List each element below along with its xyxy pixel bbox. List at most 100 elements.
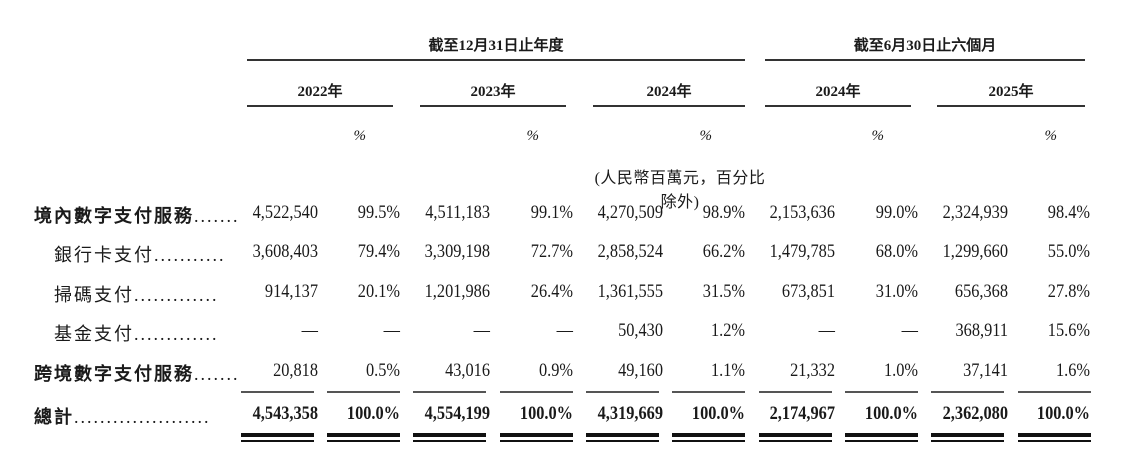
subtotal-rule xyxy=(327,391,400,393)
cell-h1-2025-pct: 98.4% xyxy=(1047,202,1090,223)
subtotal-rule xyxy=(1018,391,1091,393)
year-header-2022: 2022年 xyxy=(297,84,343,100)
cell-h1-2024-amount: 673,851 xyxy=(781,281,835,302)
row-label: 總計..................... xyxy=(34,407,211,427)
total-double-rule xyxy=(931,433,1004,437)
cell-2024-pct: 100.0% xyxy=(691,403,745,424)
total-double-rule xyxy=(413,440,486,442)
total-double-rule xyxy=(759,440,832,442)
cell-h1-2025-amount: 1,299,660 xyxy=(942,241,1008,262)
total-double-rule xyxy=(672,440,745,442)
cell-2024-amount: 4,270,509 xyxy=(597,202,663,223)
cell-h1-2025-amount: 37,141 xyxy=(963,360,1008,381)
table-row-fund-payment: 基金支付............. — — — — 50,430 1.2% — … xyxy=(0,320,1125,350)
cell-2022-amount: 20,818 xyxy=(273,360,318,381)
cell-h1-2025-pct: 100.0% xyxy=(1036,403,1090,424)
pct-header: % xyxy=(1044,128,1058,144)
cell-h1-2025-amount: 2,324,939 xyxy=(942,202,1008,223)
cell-2022-amount: — xyxy=(301,320,318,341)
total-double-rule xyxy=(500,433,573,437)
total-double-rule xyxy=(241,433,314,437)
year-header-2024: 2024年 xyxy=(646,84,692,100)
cell-2024-amount: 1,361,555 xyxy=(597,281,663,302)
cell-2022-pct: 0.5% xyxy=(365,360,400,381)
cell-2023-pct: 0.9% xyxy=(538,360,573,381)
row-label: 跨境數字支付服務....... xyxy=(34,364,240,384)
unit-note: (人民幣百萬元，百分比除外) xyxy=(594,170,766,211)
cell-2024-amount: 2,858,524 xyxy=(597,241,663,262)
cell-h1-2025-amount: 368,911 xyxy=(955,320,1008,341)
cell-2023-amount: 4,554,199 xyxy=(424,403,490,424)
cell-2024-amount: 49,160 xyxy=(618,360,663,381)
cell-2023-pct: 72.7% xyxy=(530,241,573,262)
cell-2024-pct: 98.9% xyxy=(702,202,745,223)
cell-2023-pct: — xyxy=(556,320,573,341)
total-double-rule xyxy=(586,433,659,437)
cell-2022-pct: — xyxy=(383,320,400,341)
cell-h1-2024-pct: 31.0% xyxy=(875,281,918,302)
total-double-rule xyxy=(1018,440,1091,442)
cell-2024-amount: 4,319,669 xyxy=(597,403,663,424)
total-double-rule xyxy=(1018,433,1091,437)
pct-header: % xyxy=(526,128,540,144)
total-double-rule xyxy=(931,440,1004,442)
cell-2022-pct: 20.1% xyxy=(357,281,400,302)
total-double-rule xyxy=(672,433,745,437)
cell-h1-2025-pct: 15.6% xyxy=(1047,320,1090,341)
cell-h1-2024-amount: — xyxy=(818,320,835,341)
cell-2022-pct: 79.4% xyxy=(357,241,400,262)
cell-2022-pct: 100.0% xyxy=(346,403,400,424)
total-double-rule xyxy=(500,440,573,442)
subtotal-rule xyxy=(586,391,659,393)
cell-2022-pct: 99.5% xyxy=(357,202,400,223)
subtotal-rule xyxy=(241,391,314,393)
cell-2023-amount: 1,201,986 xyxy=(424,281,490,302)
total-double-rule xyxy=(327,440,400,442)
cell-2023-amount: 4,511,183 xyxy=(425,202,490,223)
cell-h1-2024-amount: 2,153,636 xyxy=(769,202,835,223)
subtotal-rule xyxy=(500,391,573,393)
cell-2022-amount: 914,137 xyxy=(264,281,318,302)
group-header-rule xyxy=(247,59,745,61)
year-header-h1-2024: 2024年 xyxy=(815,84,861,100)
subtotal-rule xyxy=(931,391,1004,393)
cell-h1-2024-pct: — xyxy=(901,320,918,341)
row-label: 掃碼支付............. xyxy=(54,285,219,305)
total-double-rule xyxy=(327,433,400,437)
total-double-rule xyxy=(586,440,659,442)
group-header-six-months: 截至6月30日止六個月 xyxy=(853,38,997,54)
cell-2022-amount: 4,522,540 xyxy=(252,202,318,223)
total-double-rule xyxy=(241,440,314,442)
year-header-2023: 2023年 xyxy=(470,84,516,100)
cell-h1-2024-pct: 99.0% xyxy=(875,202,918,223)
total-double-rule xyxy=(845,433,918,437)
cell-2024-pct: 1.2% xyxy=(710,320,745,341)
year-header-rule xyxy=(247,105,393,107)
table-row-bank-card-payment: 銀行卡支付........... 3,608,403 79.4% 3,309,1… xyxy=(0,241,1125,271)
cell-2023-pct: 26.4% xyxy=(530,281,573,302)
group-header-fiscal-year: 截至12月31日止年度 xyxy=(428,38,564,54)
year-header-rule xyxy=(593,105,745,107)
cell-h1-2025-pct: 55.0% xyxy=(1047,241,1090,262)
year-header-rule xyxy=(937,105,1085,107)
pct-header: % xyxy=(699,128,713,144)
cell-h1-2024-pct: 1.0% xyxy=(883,360,918,381)
cell-h1-2024-amount: 21,332 xyxy=(790,360,835,381)
cell-h1-2024-amount: 1,479,785 xyxy=(769,241,835,262)
row-label: 銀行卡支付........... xyxy=(54,245,226,265)
cell-h1-2025-pct: 1.6% xyxy=(1055,360,1090,381)
table-row-qr-code-payment: 掃碼支付............. 914,137 20.1% 1,201,98… xyxy=(0,281,1125,311)
cell-2024-pct: 66.2% xyxy=(702,241,745,262)
row-label: 境內數字支付服務....... xyxy=(34,206,240,226)
cell-h1-2025-amount: 656,368 xyxy=(954,281,1008,302)
cell-h1-2024-amount: 2,174,967 xyxy=(769,403,835,424)
cell-2023-amount: — xyxy=(473,320,490,341)
subtotal-rule xyxy=(672,391,745,393)
cell-h1-2025-amount: 2,362,080 xyxy=(942,403,1008,424)
total-double-rule xyxy=(413,433,486,437)
cell-h1-2024-pct: 100.0% xyxy=(864,403,918,424)
year-header-h1-2025: 2025年 xyxy=(988,84,1034,100)
table-row-total: 總計..................... 4,543,358 100.0%… xyxy=(0,403,1125,433)
subtotal-rule xyxy=(759,391,832,393)
cell-2024-pct: 31.5% xyxy=(702,281,745,302)
